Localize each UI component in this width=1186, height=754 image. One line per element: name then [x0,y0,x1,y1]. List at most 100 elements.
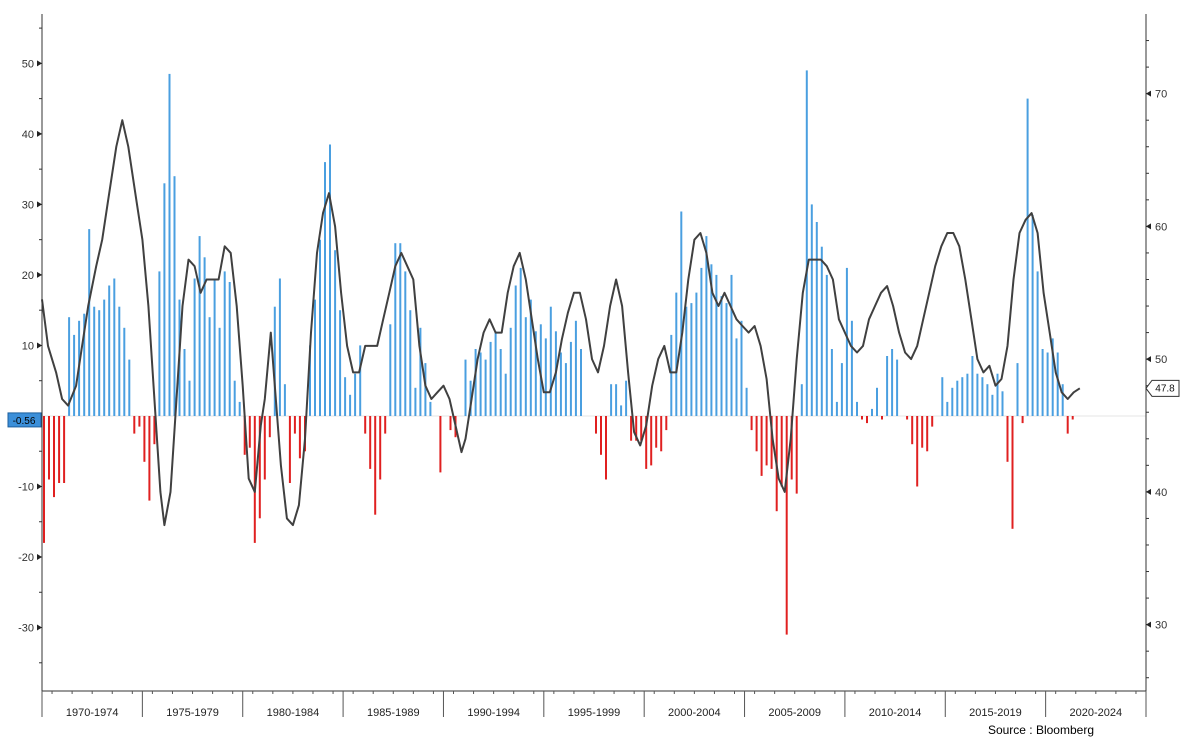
bar [710,264,713,416]
bar [850,320,853,416]
bar [820,246,823,416]
category-label: 2000-2004 [668,707,721,719]
left-major-tick [37,271,42,278]
bar [183,349,186,416]
bar [871,408,873,416]
bar [700,267,703,416]
category-label: 1990-1994 [467,707,520,719]
category-label: 1985-1989 [367,707,420,719]
category-label: 2010-2014 [869,707,922,719]
bar [329,144,331,416]
bar [208,317,211,416]
source-credit: Source : Bloomberg [987,723,1094,737]
bar [911,416,914,445]
left-tick-label: -20 [18,552,34,564]
bar [991,394,994,416]
bar [223,271,226,416]
bar [349,394,352,416]
bar [760,416,763,476]
right-tick-label: 60 [1155,221,1167,233]
bar [374,416,377,515]
bar [956,380,959,416]
bar [600,416,602,455]
bar [273,306,276,416]
bar [926,416,929,452]
bar [489,341,492,416]
bar [233,380,236,416]
bar [419,327,422,416]
bar [705,236,708,416]
bar [158,271,161,416]
bar [876,387,878,416]
bar [43,416,45,543]
bar [293,416,296,434]
bar [479,352,482,416]
right-major-tick [1146,90,1151,97]
bar [745,387,748,416]
bar [173,176,176,416]
bar [389,324,392,416]
bar [218,327,221,416]
bar [334,250,337,416]
bar [263,416,266,480]
bar [148,416,151,501]
bar [941,377,944,416]
bar [650,416,653,466]
bar [248,416,251,448]
bar [1016,363,1019,416]
bar [815,222,818,416]
bar [298,416,301,459]
bar [635,416,638,441]
bar [770,416,773,469]
bar [213,278,216,416]
bar [499,349,502,416]
bar [324,162,326,416]
bar [399,243,402,416]
bar [1071,416,1074,420]
bar [695,292,698,416]
bar [404,271,407,416]
bar [63,416,66,483]
bar [715,274,718,416]
bar [344,377,347,416]
left-tick-label: -10 [18,481,34,493]
bar [464,359,467,416]
bar [655,416,658,448]
bar [549,306,552,416]
bar [595,416,597,434]
left-tick-label: 10 [22,340,34,352]
bar [384,416,387,434]
bar [690,303,693,416]
bar [981,377,984,416]
bar [68,317,71,416]
bar [996,373,999,416]
bar [278,278,281,416]
bar [529,299,532,416]
bar [725,303,728,416]
bar [866,416,868,424]
bar [891,349,894,416]
left-major-tick [37,342,42,349]
bar [620,405,623,416]
bar [810,204,813,416]
bar [750,416,753,431]
bar [1051,338,1054,416]
left-major-tick [37,554,42,561]
bar [288,416,291,483]
bar [780,416,783,487]
bar [1056,352,1059,416]
right-value-badge [1145,379,1180,397]
right-major-tick [1146,223,1151,230]
bar [534,331,537,416]
bar [986,384,989,416]
bar [364,416,367,434]
bar [886,356,889,416]
category-label: 2015-2019 [969,707,1022,719]
bar [625,380,628,416]
left-major-tick [37,624,42,631]
left-major-tick [37,130,42,137]
right-major-tick [1146,621,1151,628]
bar [1061,384,1064,416]
bar [103,299,106,416]
